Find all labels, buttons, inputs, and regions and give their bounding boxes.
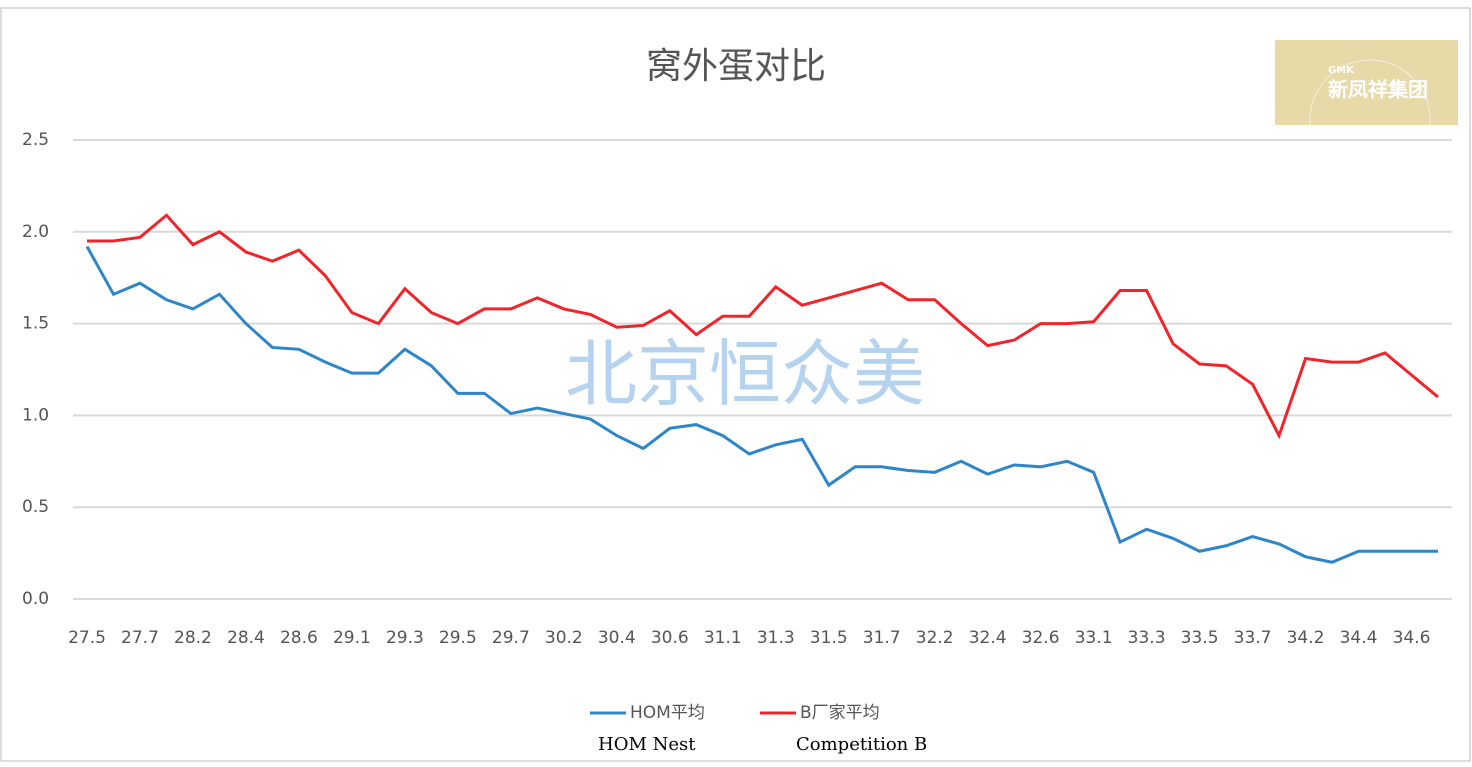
x-tick-label: 31.5 [810,628,848,648]
x-tick-label: 33.5 [1181,628,1219,648]
x-tick-label: 30.6 [651,628,689,648]
x-tick-label: 27.5 [68,628,106,648]
legend-label: HOM平均 [630,703,705,723]
logo: GMK 新凤祥集团 [1275,40,1458,181]
y-tick-label: 1.0 [22,405,49,425]
y-tick-label: 2.5 [22,130,49,150]
legend-note: HOM Nest [598,734,696,755]
logo-small: GMK [1328,65,1355,76]
logo-background [1275,40,1458,125]
x-tick-label: 33.7 [1234,628,1272,648]
watermark: 北京恒众美 [565,332,925,416]
x-tick-label: 29.7 [492,628,530,648]
legend-label: B厂家平均 [800,703,880,723]
x-tick-label: 32.6 [1022,628,1060,648]
x-tick-label: 28.4 [227,628,265,648]
logo-globe [1309,59,1431,181]
x-tick-label: 27.7 [121,628,159,648]
x-tick-label: 30.4 [598,628,636,648]
x-tick-label: 34.2 [1287,628,1325,648]
x-tick-label: 33.3 [1128,628,1166,648]
x-tick-label: 29.1 [333,628,371,648]
chart-frame [0,7,1471,762]
y-tick-label: 2.0 [22,222,49,242]
series-line [87,213,1439,440]
y-tick-label: 0.5 [22,497,49,517]
series-line [85,245,1438,564]
x-tick-label: 30.2 [545,628,583,648]
x-tick-label: 28.6 [280,628,318,648]
y-tick-label: 1.5 [22,314,49,334]
x-tick-label: 28.2 [174,628,212,648]
x-tick-label: 31.3 [757,628,795,648]
y-tick-label: 0.0 [22,589,49,609]
x-tick-label: 31.7 [863,628,901,648]
x-tick-label: 32.2 [916,628,954,648]
logo-name: 新凤祥集团 [1328,78,1428,102]
x-tick-label: 34.6 [1393,628,1431,648]
chart-title: 窝外蛋对比 [646,46,826,87]
legend-note: Competition B [796,734,927,755]
x-tick-label: 31.1 [704,628,742,648]
x-tick-label: 33.1 [1075,628,1113,648]
x-tick-label: 29.3 [386,628,424,648]
x-tick-label: 29.5 [439,628,477,648]
x-tick-label: 34.4 [1340,628,1378,648]
x-tick-label: 32.4 [969,628,1007,648]
